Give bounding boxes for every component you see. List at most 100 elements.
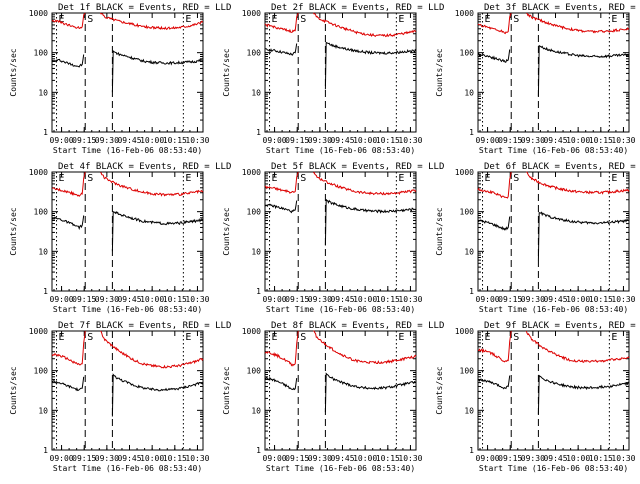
y-tick-label: 1000 [455,9,474,18]
y-tick-label: 1000 [29,168,48,177]
x-axis-label: Start Time (16-Feb-06 08:53:40) [266,464,415,473]
plot-frame [477,171,630,292]
panel-title: Det 2f BLACK = Events, RED = LLD [271,3,444,13]
y-tick-label: 1000 [242,327,261,336]
lld-series-line [312,12,417,38]
lld-series-line [99,12,204,31]
lld-series-line [526,12,630,34]
x-tick-label: 10:15 [376,136,400,145]
x-tick-label: 09:00 [263,454,287,463]
x-tick-label: 09:45 [330,454,354,463]
panel-det-9: Det 9f BLACK = Events, RED = LLD 1 10 100 10… [435,321,640,473]
x-tick-label: 10:00 [566,454,590,463]
x-tick-label: 09:30 [95,136,119,145]
y-tick-label: 1 [469,446,474,455]
panel-title: Det 4f BLACK = Events, RED = LLD [58,162,231,172]
panel-title: Det 7f BLACK = Events, RED = LLD [58,321,231,331]
x-tick-label: 10:15 [163,454,187,463]
y-tick-label: 10 [251,88,261,97]
y-tick-label: 1000 [242,168,261,177]
x-tick-label: 10:15 [376,295,400,304]
y-tick-label: 10 [38,247,48,256]
marker-label-e: E [611,14,617,25]
events-series-line [51,215,85,231]
marker-label-e: E [59,173,65,184]
plot-frame [264,330,417,451]
plot-frame [477,12,630,133]
events-series-line [51,376,85,392]
marker-label-e: E [398,14,404,25]
x-tick-label: 09:30 [308,295,332,304]
y-tick-label: 100 [34,49,49,58]
x-tick-label: 10:15 [376,454,400,463]
marker-label-e: E [485,173,491,184]
x-tick-label: 10:00 [140,136,164,145]
events-series-line [477,375,511,390]
x-axis-label: Start Time (16-Feb-06 08:53:40) [53,464,202,473]
events-series-line [324,372,417,413]
x-tick-label: 10:15 [589,295,613,304]
x-axis-label: Start Time (16-Feb-06 08:53:40) [53,305,202,314]
events-series-line [111,210,204,252]
plot-frame [51,330,204,451]
x-tick-label: 09:45 [543,136,567,145]
y-tick-label: 10 [464,406,474,415]
lld-series-line [264,330,299,367]
lld-series-line [313,330,417,365]
x-tick-label: 10:30 [398,136,422,145]
lld-series-line [264,171,299,194]
x-tick-label: 09:00 [476,136,500,145]
y-axis-label: Counts/sec [9,207,18,255]
y-axis-label: Counts/sec [9,48,18,96]
x-tick-label: 09:45 [330,295,354,304]
panel-det-5: Det 5f BLACK = Events, RED = LLD 1 10 100 10… [222,162,444,314]
marker-label-s: S [300,332,306,343]
x-tick-label: 09:00 [263,136,287,145]
y-axis-label: Counts/sec [222,207,231,255]
x-tick-label: 10:30 [185,295,209,304]
x-tick-label: 10:00 [140,295,164,304]
x-tick-label: 09:30 [308,454,332,463]
marker-label-e: E [485,14,491,25]
lld-series-line [477,171,512,199]
lld-series-line [51,171,86,197]
lld-series-line [313,171,417,196]
plot-frame [264,171,417,292]
marker-label-e: E [59,332,65,343]
y-tick-label: 100 [460,49,475,58]
lld-series-line [525,330,630,363]
marker-label-s: S [513,173,519,184]
x-tick-label: 10:30 [611,136,635,145]
x-axis-label: Start Time (16-Feb-06 08:53:40) [53,146,202,155]
y-tick-label: 100 [247,367,262,376]
marker-label-e: E [185,332,191,343]
x-tick-label: 10:00 [353,136,377,145]
plot-frame [51,171,204,292]
panel-det-2: Det 2f BLACK = Events, RED = LLD 1 10 100 10… [222,3,444,155]
y-tick-label: 10 [464,247,474,256]
marker-label-e: E [485,332,491,343]
lld-series-line [51,12,86,29]
y-tick-label: 10 [251,406,261,415]
x-tick-label: 10:00 [353,454,377,463]
y-axis-label: Counts/sec [222,366,231,414]
panel-det-3: Det 3f BLACK = Events, RED = LLD 1 10 100 10… [435,3,640,155]
x-tick-label: 09:00 [476,295,500,304]
y-axis-label: Counts/sec [9,366,18,414]
y-tick-label: 100 [247,208,262,217]
events-series-line [324,198,417,246]
marker-label-s: S [300,14,306,25]
x-tick-label: 10:15 [589,454,613,463]
panel-title: Det 1f BLACK = Events, RED = LLD [58,3,231,13]
x-tick-label: 09:30 [521,136,545,145]
x-tick-label: 09:15 [72,454,96,463]
panel-det-6: Det 6f BLACK = Events, RED = LLD 1 10 100 10… [435,162,640,314]
y-axis-label: Counts/sec [435,207,444,255]
y-tick-label: 100 [247,49,262,58]
panel-title: Det 9f BLACK = Events, RED = LLD [484,321,640,331]
x-tick-label: 09:15 [72,295,96,304]
y-axis-label: Counts/sec [222,48,231,96]
x-tick-label: 09:30 [308,136,332,145]
events-series-line [537,44,630,97]
